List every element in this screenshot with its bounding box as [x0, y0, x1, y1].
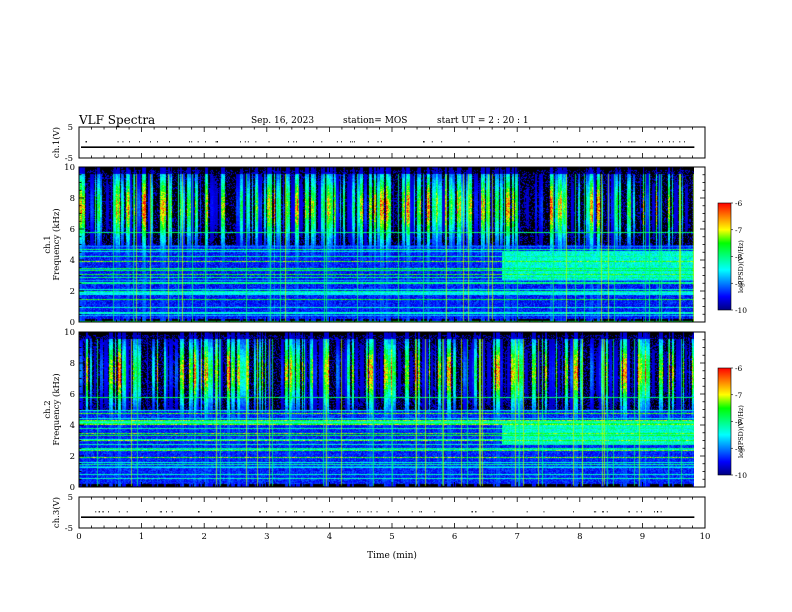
x-ticks — [78, 167, 706, 322]
date-label: Sep. 16, 2023 — [251, 116, 315, 126]
colorbar-label: log(PSD)(V²/Hz) — [737, 240, 745, 293]
svg-text:Frequency (kHz): Frequency (kHz) — [51, 208, 62, 280]
y-tick-label: 4 — [70, 421, 75, 431]
x-tick-label: 3 — [264, 532, 269, 542]
colorbar-1 — [717, 202, 732, 311]
spectrogram-image-ch2 — [79, 332, 694, 487]
y-tick-label: 2 — [70, 452, 75, 462]
colorbar-tick-label: -7 — [735, 226, 743, 235]
y-tick-label: 10 — [64, 328, 75, 338]
y-axis-label-ch1-waveform: ch.1(V) — [51, 127, 62, 158]
colorbar-tick-label: -9 — [735, 444, 743, 453]
start-time-label: start UT = 2 : 20 : 1 — [437, 116, 529, 126]
y-axis-label-ch2-spectrogram: ch.2 Frequency (kHz) — [43, 373, 62, 445]
y-tick-label: 5 — [68, 123, 73, 133]
svg-text:ch.3(V): ch.3(V) — [51, 497, 62, 528]
station-label: station= MOS — [343, 116, 408, 126]
x-tick-label: 9 — [640, 532, 645, 542]
x-ticks — [78, 332, 706, 487]
chart-title: VLF Spectra — [79, 113, 156, 127]
svg-text:log(PSD)(V²/Hz): log(PSD)(V²/Hz) — [737, 240, 745, 293]
y-tick-label: 0 — [70, 483, 75, 493]
colorbar-label: log(PSD)(V²/Hz) — [737, 405, 745, 458]
colorbar-tick-label: -9 — [735, 279, 743, 288]
y-axis-label-ch3-waveform: ch.3(V) — [51, 497, 62, 528]
y-tick-label: -5 — [65, 154, 73, 164]
colorbar-tick-label: -8 — [735, 418, 743, 427]
x-tick-label: 4 — [327, 532, 332, 542]
y-tick-label: 8 — [70, 194, 75, 204]
x-axis-label: Time (min) — [367, 550, 417, 561]
x-tick-label: 6 — [452, 532, 457, 542]
spectrogram-image-ch1 — [79, 167, 694, 322]
y-tick-label: 8 — [70, 359, 75, 369]
x-tick-label: 0 — [76, 532, 81, 542]
y-tick-label: 5 — [68, 493, 73, 503]
svg-text:ch.1: ch.1 — [43, 235, 53, 253]
y-tick-label: 2 — [70, 287, 75, 297]
colorbar-tick-label: -10 — [735, 471, 747, 480]
colorbar-tick-label: -10 — [735, 306, 747, 315]
colorbar-2 — [717, 367, 732, 476]
colorbar-tick-label: -7 — [735, 391, 743, 400]
y-tick-label: 10 — [64, 163, 75, 173]
svg-text:ch.2: ch.2 — [43, 400, 53, 418]
y-tick-label: 0 — [70, 318, 75, 328]
x-tick-label: 8 — [577, 532, 582, 542]
x-tick-label: 1 — [139, 532, 144, 542]
x-tick-label: 7 — [514, 532, 519, 542]
y-axis-label-ch1-spectrogram: ch.1 Frequency (kHz) — [43, 208, 62, 280]
x-ticks — [78, 497, 706, 528]
colorbar-tick-label: -6 — [735, 199, 743, 208]
svg-text:log(PSD)(V²/Hz): log(PSD)(V²/Hz) — [737, 405, 745, 458]
y-tick-label: 4 — [70, 256, 75, 266]
x-tick-label: 5 — [389, 532, 394, 542]
svg-text:Frequency (kHz): Frequency (kHz) — [51, 373, 62, 445]
x-tick-label: 2 — [201, 532, 206, 542]
svg-text:ch.1(V): ch.1(V) — [51, 127, 62, 158]
colorbar-tick-label: -8 — [735, 253, 743, 262]
x-ticks — [78, 127, 706, 158]
x-tick-label: 10 — [700, 532, 711, 542]
colorbar-tick-label: -6 — [735, 364, 743, 373]
y-tick-label: -5 — [65, 524, 73, 534]
y-tick-label: 6 — [70, 225, 75, 235]
y-tick-label: 6 — [70, 390, 75, 400]
